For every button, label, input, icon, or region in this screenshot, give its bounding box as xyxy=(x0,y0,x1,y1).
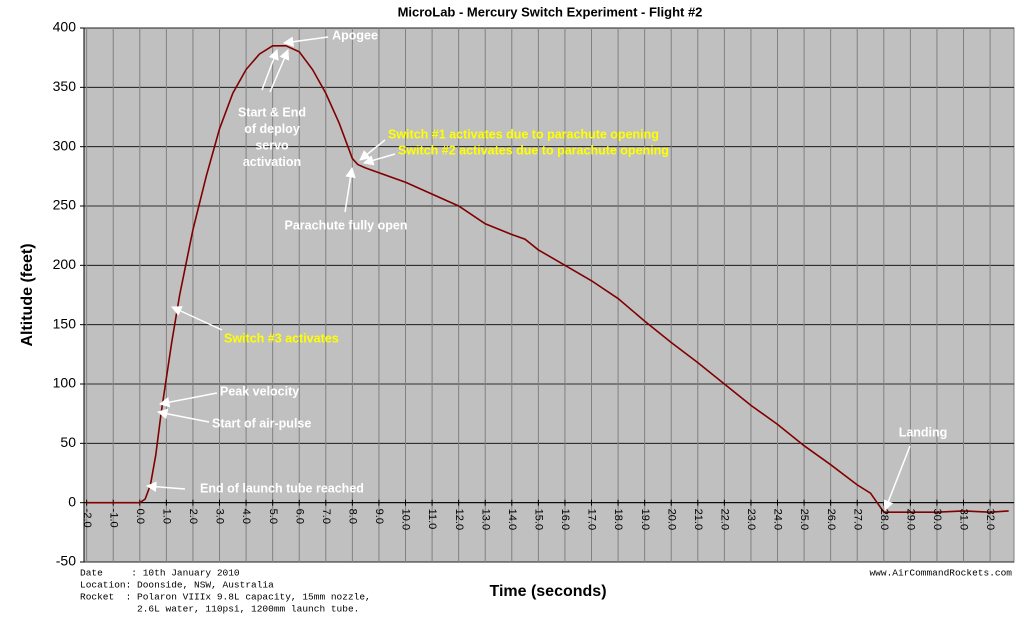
y-tick-label: 350 xyxy=(53,78,77,94)
x-tick-label: 5.0 xyxy=(267,509,279,524)
x-tick-label: -1.0 xyxy=(107,509,119,528)
x-tick-label: 17.0 xyxy=(586,509,598,530)
x-tick-label: 21.0 xyxy=(692,509,704,530)
x-tick-label: 7.0 xyxy=(320,509,332,524)
x-tick-label: 10.0 xyxy=(400,509,412,530)
x-axis-title: Time (seconds) xyxy=(489,583,606,600)
x-tick-label: 24.0 xyxy=(772,509,784,530)
y-tick-label: 0 xyxy=(68,493,76,509)
x-tick-label: 20.0 xyxy=(665,509,677,530)
annotation: of deploy xyxy=(244,122,300,136)
y-tick-label: 50 xyxy=(60,434,76,450)
note: Date : 10th January 2010 xyxy=(80,568,240,579)
x-tick-label: 2.0 xyxy=(187,509,199,524)
annotation-arrow xyxy=(362,153,396,166)
plot-area xyxy=(83,27,1015,563)
line-series xyxy=(86,45,1009,513)
x-tick-label: 3.0 xyxy=(214,509,226,524)
x-tick-label: 9.0 xyxy=(373,509,385,524)
y-tick-label: 100 xyxy=(53,375,77,391)
annotation-arrow xyxy=(158,392,218,408)
annotation: Parachute fully open xyxy=(285,218,408,232)
annotation-arrow xyxy=(261,49,279,91)
y-tick-label: 200 xyxy=(53,256,77,272)
annotation-arrow xyxy=(282,36,329,47)
x-tick-label: 32.0 xyxy=(984,509,996,530)
note: 2.6L water, 110psi, 1200mm launch tube. xyxy=(80,604,359,615)
annotation-arrow xyxy=(171,306,223,331)
x-tick-label: 16.0 xyxy=(559,509,571,530)
y-tick-label: -50 xyxy=(56,553,76,569)
x-tick-label: 4.0 xyxy=(240,509,252,524)
x-tick-label: 19.0 xyxy=(639,509,651,530)
annotation-arrow xyxy=(344,166,356,213)
annotation: activation xyxy=(243,155,301,169)
x-tick-label: 8.0 xyxy=(346,509,358,524)
annotation-arrow xyxy=(145,481,186,492)
x-tick-label: 13.0 xyxy=(479,509,491,530)
x-tick-label: 25.0 xyxy=(798,509,810,530)
annotation: Apogee xyxy=(332,28,378,42)
y-tick-label: 150 xyxy=(53,315,77,331)
x-tick-label: 1.0 xyxy=(160,509,172,524)
x-tick-label: 31.0 xyxy=(958,509,970,530)
note: Rocket : Polaron VIIIx 9.8L capacity, 15… xyxy=(80,592,371,603)
x-tick-label: -2.0 xyxy=(81,509,93,528)
annotation: Switch #1 activates due to parachute ope… xyxy=(388,127,659,141)
annotation: Start of air-pulse xyxy=(212,416,311,430)
x-tick-label: 12.0 xyxy=(453,509,465,530)
annotation: Peak velocity xyxy=(220,384,299,398)
annotation: Landing xyxy=(899,425,948,439)
x-tick-label: 11.0 xyxy=(426,509,438,530)
annotation: Start & End xyxy=(238,105,306,119)
x-tick-label: 15.0 xyxy=(532,509,544,530)
annotation-arrow xyxy=(156,408,210,423)
annotation-arrow xyxy=(269,49,290,93)
x-tick-label: 27.0 xyxy=(851,509,863,530)
x-tick-label: 26.0 xyxy=(825,509,837,530)
y-axis-title: Altitude (feet) xyxy=(19,243,36,346)
note: Location: Doonside, NSW, Australia xyxy=(80,580,274,591)
x-tick-label: 29.0 xyxy=(904,509,916,530)
x-tick-label: 30.0 xyxy=(931,509,943,530)
source: www.AirCommandRockets.com xyxy=(869,568,1012,579)
x-tick-label: 0.0 xyxy=(134,509,146,524)
y-tick-label: 300 xyxy=(53,137,77,153)
x-tick-label: 28.0 xyxy=(878,509,890,530)
x-tick-label: 23.0 xyxy=(745,509,757,530)
y-tick-label: 250 xyxy=(53,197,77,213)
annotation-arrow xyxy=(883,445,911,511)
annotation: servo xyxy=(255,138,289,152)
chart-title: MicroLab - Mercury Switch Experiment - F… xyxy=(398,4,703,19)
y-tick-label: 400 xyxy=(53,19,77,35)
x-tick-label: 18.0 xyxy=(612,509,624,530)
x-tick-label: 22.0 xyxy=(718,509,730,530)
annotation: Switch #2 activates due to parachute ope… xyxy=(398,143,669,157)
x-tick-label: 6.0 xyxy=(293,509,305,524)
annotation: End of launch tube reached xyxy=(200,481,364,495)
annotation: Switch #3 activates xyxy=(224,331,339,345)
x-tick-label: 14.0 xyxy=(506,509,518,530)
